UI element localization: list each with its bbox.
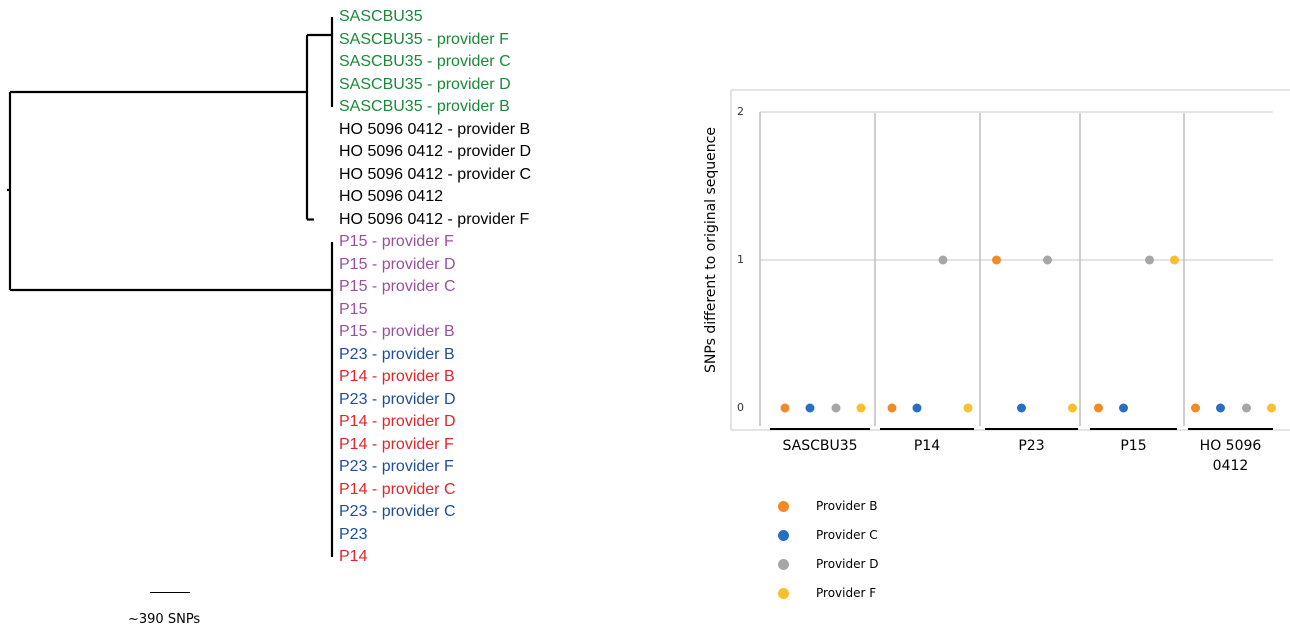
legend-label: Provider F xyxy=(816,586,877,600)
tree-leaf-label: P23 - provider D xyxy=(339,390,456,408)
tree-leaf-label: P15 - provider F xyxy=(339,233,454,250)
tree-leaf-label: SASCBU35 - provider C xyxy=(339,53,511,70)
legend-marker xyxy=(778,529,789,541)
tree-leaf-label: P15 - provider D xyxy=(339,255,456,273)
data-point xyxy=(1267,403,1276,413)
category-label-line: P14 xyxy=(913,438,941,454)
legend-item: Provider C xyxy=(778,526,878,544)
chart-y-axis-title: SNPs different to original sequence xyxy=(703,127,719,373)
category-label: P23 xyxy=(1018,436,1044,456)
tree-leaf-label: SASCBU35 - provider F xyxy=(339,30,509,48)
tree-leaf-label: SASCBU35 xyxy=(339,8,423,25)
legend-item: Provider D xyxy=(778,555,878,573)
category-label-line: 0412 xyxy=(1212,458,1249,474)
tree-leaf-label: HO 5096 0412 - provider D xyxy=(339,143,532,160)
data-point xyxy=(780,403,790,413)
tree-leaf-label: P23 - provider B xyxy=(339,345,455,363)
phylogenetic-tree xyxy=(7,17,334,557)
data-point xyxy=(938,255,948,265)
data-point xyxy=(831,403,841,413)
data-point xyxy=(856,403,866,413)
category-label: SASCBU35 xyxy=(782,436,857,456)
legend-label: Provider B xyxy=(816,499,878,513)
data-point xyxy=(1242,403,1251,413)
tree-leaf-label: P14 xyxy=(339,548,368,565)
data-point xyxy=(1043,255,1052,265)
legend-item: Provider B xyxy=(778,497,877,515)
legend-marker xyxy=(778,558,789,570)
y-tick-label: 1 xyxy=(737,253,744,266)
category-label: HO 5096 0412 xyxy=(1200,436,1262,476)
tree-leaf-label: P23 xyxy=(339,525,368,543)
category-label: P14 xyxy=(914,436,940,456)
tree-leaf-label: HO 5096 0412 - provider C xyxy=(339,165,532,183)
tree-leaf-label: P14 - provider F xyxy=(339,435,454,453)
category-label: P15 xyxy=(1120,436,1146,456)
data-point xyxy=(887,403,897,413)
tree-leaf-label: P15 - provider C xyxy=(339,278,456,295)
y-tick-label: 2 xyxy=(737,105,744,118)
data-point xyxy=(1068,403,1077,413)
tree-leaf-label: HO 5096 0412 - provider F xyxy=(339,210,530,228)
data-point xyxy=(1145,255,1154,265)
data-point xyxy=(992,255,1001,265)
tree-leaf-label: P23 - provider C xyxy=(339,503,456,520)
category-label-line: HO 5096 xyxy=(1199,438,1262,454)
tree-leaf-label: P15 xyxy=(339,300,368,318)
data-point xyxy=(1216,403,1225,413)
legend-item: Provider F xyxy=(778,584,876,602)
data-point xyxy=(1170,255,1179,265)
tree-leaf-label: P14 - provider D xyxy=(339,413,456,430)
tree-leaf-label: HO 5096 0412 - provider B xyxy=(339,120,531,138)
data-point xyxy=(912,403,922,413)
legend-marker xyxy=(778,587,789,599)
tree-leaf-label: SASCBU35 - provider B xyxy=(339,98,510,115)
category-label-line: P15 xyxy=(1120,438,1147,454)
tree-scale-label: ~390 SNPs xyxy=(128,612,201,627)
tree-leaf-label: SASCBU35 - provider D xyxy=(339,75,511,93)
data-point xyxy=(1017,403,1026,413)
data-point xyxy=(1094,403,1103,413)
tree-leaf-label: P14 - provider B xyxy=(339,368,455,385)
tree-leaf-label: P14 - provider C xyxy=(339,480,456,498)
legend-label: Provider D xyxy=(816,557,879,571)
tree-scale-bar xyxy=(150,592,190,593)
tree-leaf-label: HO 5096 0412 xyxy=(339,188,444,205)
legend-label: Provider C xyxy=(816,528,878,542)
tree-leaf-label: P15 - provider B xyxy=(339,323,455,340)
data-point xyxy=(1191,403,1200,413)
category-label-line: P23 xyxy=(1018,438,1045,454)
legend-marker xyxy=(778,500,789,512)
y-tick-label: 0 xyxy=(737,401,744,414)
data-point xyxy=(963,403,973,413)
category-label-line: SASCBU35 xyxy=(782,438,858,454)
tree-leaf-label: P23 - provider F xyxy=(339,458,454,475)
data-point xyxy=(1119,403,1128,413)
data-point xyxy=(805,403,815,413)
